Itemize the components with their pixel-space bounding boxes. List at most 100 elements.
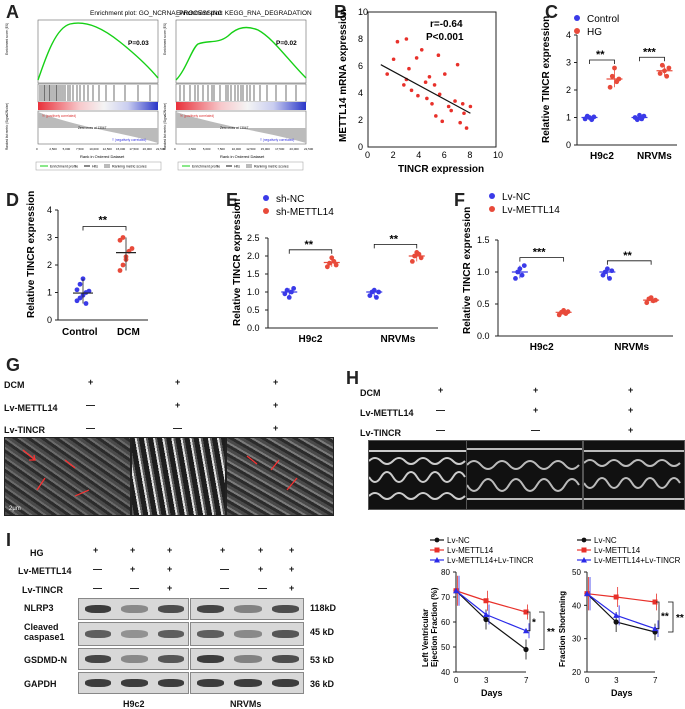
i-mark: + [289, 583, 295, 593]
panel-label-b: B [334, 2, 347, 22]
i-size-caspase1: 45 kD [310, 627, 335, 637]
g-mark: + [273, 377, 279, 387]
data-point [432, 83, 437, 87]
h-row-dcm: DCM [360, 388, 381, 398]
legend-label: sh-METTL14 [276, 207, 334, 218]
i-mark: + [258, 564, 264, 574]
y-tick-label: 1 [566, 113, 571, 123]
g-mark: + [88, 377, 94, 387]
gsea-tick: 0 [36, 147, 38, 151]
y-axis-label: METTL14 mRNA expression [338, 9, 349, 142]
legend-label: Lv-METTL14+Lv-TINCR [594, 556, 681, 565]
legend-marker [574, 28, 580, 34]
sig-label-inner: ** [661, 611, 669, 622]
y-tick-label: 50 [441, 643, 450, 652]
gsea1-ylabel2: Ranked list metric (Signal2Noise) [5, 103, 9, 150]
g-mark: + [175, 377, 181, 387]
category-label: H9c2 [590, 151, 614, 162]
data-point [440, 119, 445, 124]
data-point [468, 104, 473, 109]
sig-bracket [639, 56, 665, 62]
legend-label: Lv-METTL14+Lv-TINCR [447, 556, 534, 565]
y-axis-label-2: Ejection Fraction (%) [430, 587, 439, 667]
panel-i-lvef-chart: 40 50 60 70 80 0 3 7 Days Left Ventricular Ejectio… [421, 536, 555, 698]
x-tick-label: 0 [454, 676, 459, 685]
data-point [652, 625, 658, 632]
y-tick-label: 0 [566, 140, 571, 150]
gsea-tick: 15,000 [261, 147, 271, 151]
legend-marker [574, 15, 580, 21]
data-point [521, 263, 527, 268]
category-label: NRVMs [614, 342, 649, 353]
sig-label: ** [596, 49, 605, 61]
x-tick-label: 4 [416, 150, 421, 160]
data-point [613, 619, 619, 625]
panel-label-e: E [226, 190, 239, 210]
i-mark: — [220, 564, 229, 574]
y-tick-label: 4 [47, 205, 52, 215]
x-tick-label: 7 [524, 676, 529, 685]
y-tick-label: 2.5 [247, 233, 260, 243]
protein-band [121, 605, 148, 613]
x-tick-label: 2 [391, 150, 396, 160]
panel-c-dotplot: 0 1 2 3 4 Relative TINCR expression H9c2 ** NRVM… [541, 14, 677, 162]
gsea1-zero: Zero cross at 13047 [78, 126, 107, 130]
data-point [327, 260, 332, 266]
legend-label: Lv-METTL14 [447, 546, 494, 555]
h-mark: — [531, 425, 540, 435]
legend-marker [489, 206, 495, 212]
i-mark: — [220, 583, 229, 593]
data-point [462, 111, 466, 116]
sig-bracket-inner [656, 601, 660, 630]
x-tick-label: 10 [493, 150, 503, 160]
gsea-tick: 17,500 [275, 147, 285, 151]
i-row-hg: HG [30, 548, 44, 558]
protein-band [121, 679, 148, 687]
x-tick-label: 3 [484, 676, 489, 685]
x-axis-label: Days [481, 688, 503, 698]
panel-f-dotplot: 0.0 0.5 1.0 1.5 Relative TINCR expression H9c… [462, 192, 673, 353]
category-label: DCM [117, 327, 140, 338]
protein-band [121, 655, 148, 663]
gsea2-pvalue: P=0.02 [276, 40, 297, 47]
legend-marker [489, 193, 495, 199]
sig-bracket [373, 244, 418, 249]
tem-image-dcm: 2μm [4, 437, 131, 516]
y-tick-label: 0 [358, 142, 363, 152]
x-tick-label: 8 [467, 150, 472, 160]
y-tick-label: 20 [572, 668, 581, 677]
legend-label: HG [587, 27, 602, 38]
y-tick-label: 0.5 [477, 299, 490, 309]
y-tick-label: 2 [47, 260, 52, 270]
y-tick-label: 40 [441, 668, 450, 677]
data-point [434, 114, 438, 118]
gsea1-ticks: 0 2,500 5,000 7,500 10,000 12,500 15,000 17,500… [36, 147, 166, 151]
data-point [367, 293, 373, 298]
protein-band [271, 679, 299, 687]
sig-bracket-outer [668, 601, 674, 633]
legend-label: Lv-NC [502, 192, 530, 203]
data-point [418, 255, 424, 261]
i-row-mettl14: Lv-METTL14 [18, 566, 72, 576]
h-mark: + [628, 405, 634, 415]
legend-marker [434, 537, 440, 543]
legend-label: Lv-NC [594, 536, 617, 545]
i-size-gsdmd: 53 kD [310, 655, 335, 665]
data-point [129, 246, 135, 251]
sig-label: ** [99, 215, 108, 227]
data-point [644, 300, 650, 306]
gsea-tick: 7,500 [76, 147, 84, 151]
data-point [407, 66, 411, 71]
gsea-tick: 20,000 [290, 147, 300, 151]
y-tick-label: 1.0 [477, 267, 490, 277]
data-point [464, 126, 469, 130]
echo-image-tincr [583, 440, 685, 510]
gsea1-pos: 'h' (positively correlated) [42, 114, 76, 118]
data-point [613, 594, 619, 600]
data-point [523, 646, 529, 653]
data-point [613, 612, 620, 618]
protein-band [197, 630, 225, 638]
gsea1-title: Enrichment plot: GO_NCRNA_PROCESSING [90, 10, 223, 17]
panel-e-dotplot: 0.0 0.5 1.0 1.5 2.0 2.5 Relative TINCR express… [232, 194, 438, 345]
category-label: NRVMs [637, 151, 672, 162]
